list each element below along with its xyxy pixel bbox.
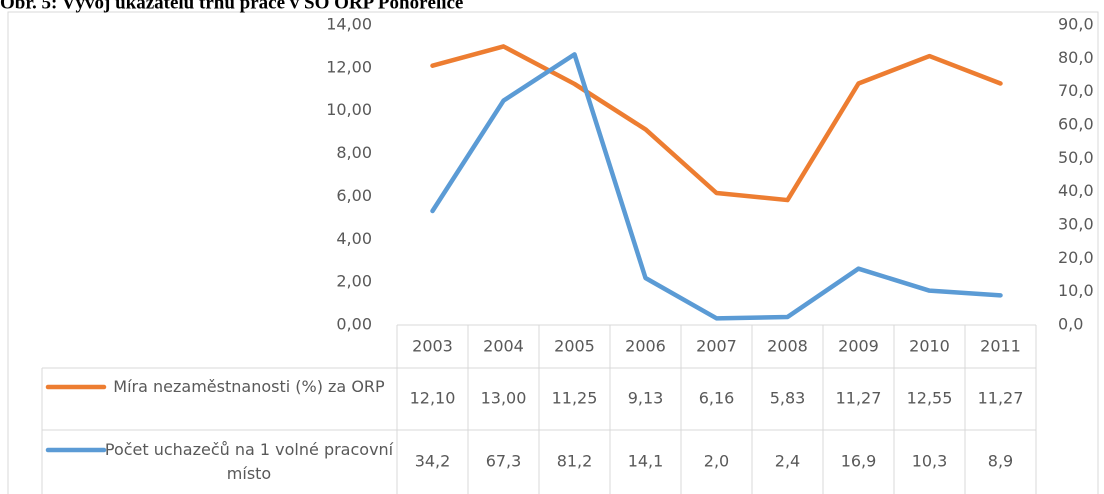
x-tick-label: 2005 [554, 337, 595, 356]
data-label: 12,55 [907, 389, 953, 408]
y-tick-label: 10,00 [326, 100, 372, 119]
y2-tick-label: 40,0 [1058, 181, 1094, 200]
y-tick-label: 12,00 [326, 57, 372, 76]
data-label: 9,13 [628, 389, 664, 408]
data-label: 14,1 [628, 452, 664, 471]
legend-label: Míra nezaměstnanosti (%) za ORP [113, 377, 385, 396]
x-tick-label: 2009 [838, 337, 879, 356]
data-label: 11,27 [978, 389, 1024, 408]
series-line [430, 44, 1003, 203]
x-tick-label: 2010 [909, 337, 950, 356]
y2-tick-label: 30,0 [1058, 215, 1094, 234]
data-label: 2,0 [704, 452, 729, 471]
y-tick-label: 0,00 [336, 315, 372, 334]
data-label: 10,3 [912, 452, 948, 471]
data-label: 16,9 [841, 452, 877, 471]
x-tick-label: 2006 [625, 337, 666, 356]
y2-tick-label: 20,0 [1058, 248, 1094, 267]
data-label: 5,83 [770, 389, 806, 408]
series-line [430, 52, 1003, 321]
y2-tick-label: 90,0 [1058, 15, 1094, 34]
y-tick-label: 14,00 [326, 15, 372, 34]
data-label: 34,2 [415, 452, 451, 471]
x-tick-label: 2004 [483, 337, 524, 356]
data-label: 6,16 [699, 389, 735, 408]
y-tick-label: 2,00 [336, 272, 372, 291]
y2-tick-label: 80,0 [1058, 48, 1094, 67]
data-label: 11,25 [552, 389, 598, 408]
chart-title: Obr. 5: Vývoj ukazatelů trhu práce v SO … [0, 0, 463, 13]
chart-border [7, 11, 1099, 494]
y-tick-label: 4,00 [336, 229, 372, 248]
y-tick-label: 6,00 [336, 186, 372, 205]
data-label: 81,2 [557, 452, 593, 471]
y2-tick-label: 10,0 [1058, 281, 1094, 300]
y2-tick-label: 60,0 [1058, 115, 1094, 134]
data-label: 67,3 [486, 452, 522, 471]
legend-label: Počet uchazečů na 1 volné pracovní místo [104, 440, 394, 483]
data-label: 2,4 [775, 452, 800, 471]
data-label: 8,9 [988, 452, 1013, 471]
y2-tick-label: 0,0 [1058, 315, 1083, 334]
y-tick-label: 8,00 [336, 143, 372, 162]
y2-tick-label: 70,0 [1058, 81, 1094, 100]
x-tick-label: 2003 [412, 337, 453, 356]
y2-tick-label: 50,0 [1058, 148, 1094, 167]
data-label: 13,00 [481, 389, 527, 408]
data-label: 12,10 [410, 389, 456, 408]
x-tick-label: 2007 [696, 337, 737, 356]
x-tick-label: 2008 [767, 337, 808, 356]
data-label: 11,27 [836, 389, 882, 408]
x-tick-label: 2011 [980, 337, 1021, 356]
